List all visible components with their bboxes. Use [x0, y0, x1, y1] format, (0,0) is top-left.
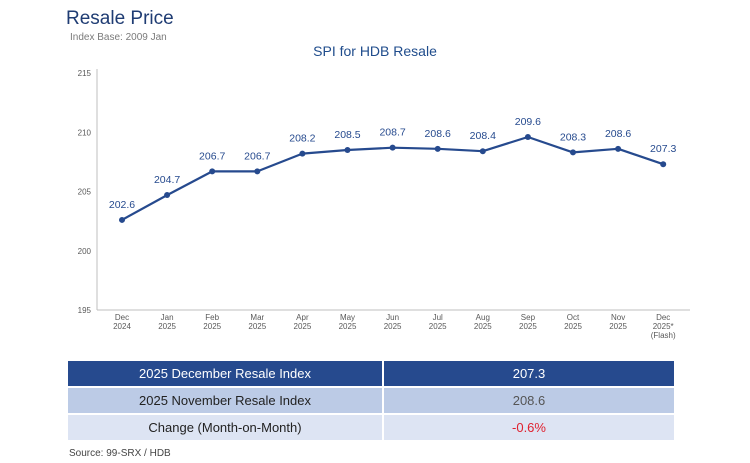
x-tick-label: 2024	[113, 322, 131, 331]
table-row-value: 208.6	[383, 387, 674, 415]
data-point	[254, 168, 261, 175]
x-tick-label: 2025	[158, 322, 176, 331]
table-row-value: 207.3	[383, 361, 674, 388]
x-tick-label: 2025	[203, 322, 221, 331]
data-point	[434, 145, 441, 152]
x-tick-label: 2025	[339, 322, 357, 331]
table-row: 2025 December Resale Index 207.3	[68, 361, 674, 388]
data-point	[299, 150, 306, 157]
data-point	[615, 145, 622, 152]
data-point	[389, 144, 396, 151]
x-tick-label: 2025	[609, 322, 627, 331]
data-label: 208.5	[334, 129, 360, 141]
change-value: -0.6%	[383, 414, 674, 442]
source-note: Source: 99-SRX / HDB	[69, 448, 171, 459]
data-label: 209.6	[515, 116, 541, 128]
data-label: 208.6	[425, 128, 451, 140]
data-point	[479, 148, 486, 155]
data-point	[164, 192, 171, 199]
table-row: Change (Month-on-Month) -0.6%	[68, 414, 674, 442]
index-base-subtitle: Index Base: 2009 Jan	[70, 32, 167, 43]
x-tick-label: May	[340, 313, 355, 322]
data-label: 204.7	[154, 174, 180, 186]
data-point	[209, 168, 216, 175]
x-tick-label: (Flash)	[651, 331, 676, 340]
data-point	[660, 161, 667, 168]
data-point	[524, 133, 531, 140]
y-tick-label: 205	[78, 188, 92, 197]
data-label: 207.3	[650, 143, 676, 155]
x-tick-label: 2025	[519, 322, 537, 331]
x-tick-label: Mar	[250, 313, 264, 322]
page-title: Resale Price	[66, 8, 174, 29]
y-tick-label: 200	[78, 247, 92, 256]
x-tick-label: Oct	[567, 313, 580, 322]
x-tick-label: 2025	[564, 322, 582, 331]
x-tick-label: 2025	[384, 322, 402, 331]
data-label: 208.4	[470, 130, 496, 142]
table-row-label: 2025 November Resale Index	[68, 387, 384, 415]
data-label: 208.6	[605, 128, 631, 140]
table-row-label: 2025 December Resale Index	[68, 361, 384, 388]
x-tick-label: 2025	[294, 322, 312, 331]
x-tick-label: Feb	[205, 313, 219, 322]
line-chart: 195200205210215Dec2024Jan2025Feb2025Mar2…	[78, 69, 690, 340]
data-point	[119, 216, 125, 223]
data-point	[570, 149, 576, 156]
data-label: 208.7	[379, 127, 405, 139]
resale-index-table: 2025 December Resale Index 207.3 2025 No…	[68, 361, 674, 442]
x-tick-label: 2025	[248, 322, 266, 331]
table-row-label: Change (Month-on-Month)	[68, 414, 384, 442]
x-tick-label: Jan	[161, 313, 174, 322]
chart-title: SPI for HDB Resale	[313, 43, 437, 59]
x-tick-label: 2025	[474, 322, 492, 331]
x-tick-label: Sep	[521, 313, 536, 322]
x-tick-label: Dec	[656, 313, 670, 322]
y-tick-label: 215	[78, 69, 92, 78]
data-label: 202.6	[109, 199, 135, 211]
data-point	[344, 147, 351, 154]
x-tick-label: Jun	[386, 313, 399, 322]
x-tick-label: 2025	[429, 322, 447, 331]
x-tick-label: 2025*	[653, 322, 674, 331]
y-tick-label: 195	[78, 306, 92, 315]
x-tick-label: Apr	[296, 313, 309, 322]
table-row: 2025 November Resale Index 208.6	[68, 387, 674, 415]
x-tick-label: Jul	[433, 313, 443, 322]
data-label: 206.7	[244, 150, 270, 162]
data-label: 208.2	[289, 133, 315, 145]
data-label: 206.7	[199, 150, 225, 162]
x-tick-label: Nov	[611, 313, 625, 322]
data-label: 208.3	[560, 131, 586, 143]
y-tick-label: 210	[78, 128, 92, 137]
x-tick-label: Aug	[476, 313, 490, 322]
x-tick-label: Dec	[115, 313, 129, 322]
